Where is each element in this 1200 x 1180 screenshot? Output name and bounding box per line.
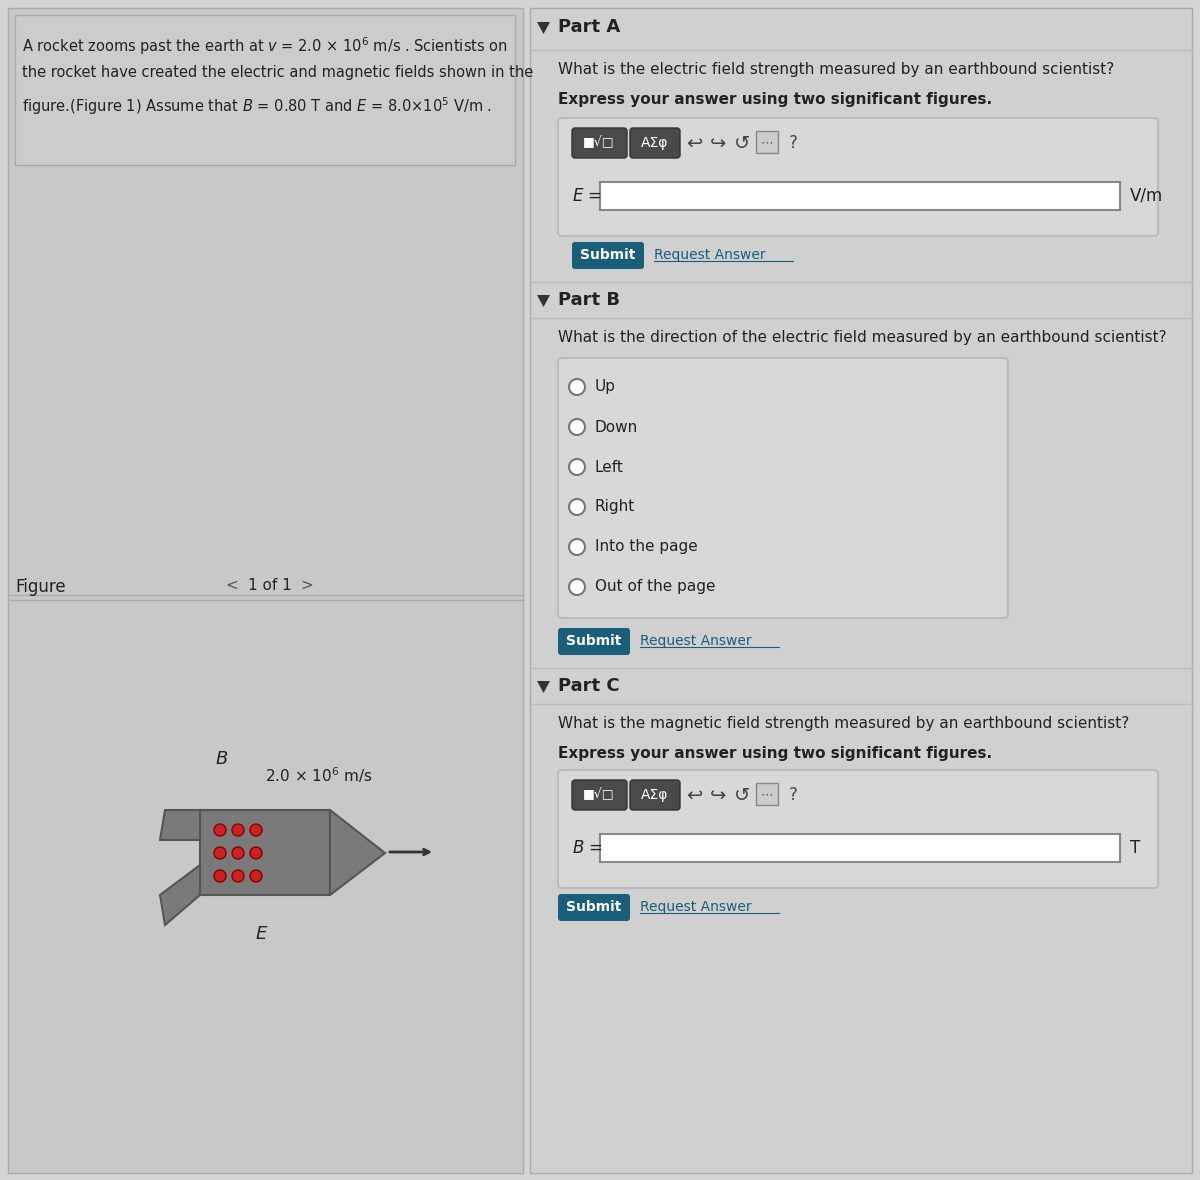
Text: <: < [226, 578, 238, 594]
Text: ΑΣφ: ΑΣφ [641, 136, 668, 150]
Text: >: > [300, 578, 313, 594]
FancyBboxPatch shape [558, 771, 1158, 889]
FancyBboxPatch shape [200, 809, 330, 894]
Text: V/m: V/m [1130, 186, 1163, 205]
Circle shape [232, 847, 244, 859]
FancyBboxPatch shape [756, 784, 778, 805]
Text: ⋯: ⋯ [761, 788, 773, 801]
Text: ↪: ↪ [710, 786, 726, 805]
Text: Express your answer using two significant figures.: Express your answer using two significan… [558, 746, 992, 761]
Text: What is the direction of the electric field measured by an earthbound scientist?: What is the direction of the electric fi… [558, 330, 1166, 345]
Text: What is the electric field strength measured by an earthbound scientist?: What is the electric field strength meas… [558, 63, 1115, 77]
Text: 2.0 × 10$^6$ m/s: 2.0 × 10$^6$ m/s [265, 765, 372, 785]
Text: Up: Up [595, 380, 616, 394]
Circle shape [250, 870, 262, 881]
Polygon shape [538, 295, 550, 307]
Text: A rocket zooms past the earth at $v$ = 2.0 × 10$^6$ m/s . Scientists on: A rocket zooms past the earth at $v$ = 2… [22, 35, 508, 57]
FancyBboxPatch shape [558, 118, 1158, 236]
FancyBboxPatch shape [572, 780, 628, 809]
FancyBboxPatch shape [8, 8, 523, 1173]
Circle shape [250, 847, 262, 859]
Circle shape [214, 870, 226, 881]
Text: ■√□: ■√□ [583, 137, 614, 150]
Text: ↺: ↺ [734, 133, 750, 152]
Text: T: T [1130, 839, 1140, 857]
Text: ↩: ↩ [686, 133, 702, 152]
Circle shape [214, 847, 226, 859]
Text: Part B: Part B [558, 291, 620, 309]
Text: ↪: ↪ [710, 133, 726, 152]
Text: Part A: Part A [558, 18, 620, 37]
Text: Right: Right [595, 499, 635, 514]
Text: 1 of 1: 1 of 1 [248, 578, 292, 594]
Polygon shape [160, 809, 200, 840]
FancyBboxPatch shape [600, 834, 1120, 863]
FancyBboxPatch shape [530, 8, 1192, 1173]
Text: the rocket have created the electric and magnetic fields shown in the: the rocket have created the electric and… [22, 65, 533, 80]
Text: Submit: Submit [566, 634, 622, 648]
Polygon shape [330, 809, 385, 894]
Text: ■√□: ■√□ [583, 788, 614, 801]
Text: $B$ =: $B$ = [572, 839, 602, 857]
Text: ΑΣφ: ΑΣφ [641, 788, 668, 802]
Text: ⋯: ⋯ [761, 137, 773, 150]
Circle shape [569, 499, 586, 514]
Text: ↺: ↺ [734, 786, 750, 805]
Text: ↩: ↩ [686, 786, 702, 805]
Text: Request Answer: Request Answer [640, 900, 751, 914]
Circle shape [569, 459, 586, 476]
Circle shape [232, 824, 244, 835]
FancyBboxPatch shape [756, 131, 778, 153]
Circle shape [232, 870, 244, 881]
Text: Submit: Submit [566, 900, 622, 914]
FancyBboxPatch shape [572, 242, 644, 269]
Text: Express your answer using two significant figures.: Express your answer using two significan… [558, 92, 992, 107]
Polygon shape [538, 22, 550, 34]
Circle shape [569, 579, 586, 595]
Text: Request Answer: Request Answer [654, 248, 766, 262]
Text: $E$ =: $E$ = [572, 186, 602, 205]
Text: What is the magnetic field strength measured by an earthbound scientist?: What is the magnetic field strength meas… [558, 716, 1129, 730]
Text: Down: Down [595, 420, 638, 434]
FancyBboxPatch shape [630, 780, 680, 809]
Circle shape [214, 824, 226, 835]
Text: ?: ? [788, 786, 798, 804]
Text: $E$: $E$ [256, 925, 269, 943]
Text: $B$: $B$ [215, 750, 228, 768]
FancyBboxPatch shape [600, 182, 1120, 210]
Text: ?: ? [788, 135, 798, 152]
Text: Part C: Part C [558, 677, 619, 695]
Text: Into the page: Into the page [595, 539, 697, 555]
FancyBboxPatch shape [558, 358, 1008, 618]
Text: Request Answer: Request Answer [640, 634, 751, 648]
Text: Out of the page: Out of the page [595, 579, 715, 595]
Polygon shape [538, 681, 550, 693]
Circle shape [569, 379, 586, 395]
FancyBboxPatch shape [572, 127, 628, 158]
Circle shape [569, 539, 586, 555]
FancyBboxPatch shape [558, 894, 630, 922]
Text: Left: Left [595, 459, 624, 474]
FancyBboxPatch shape [14, 15, 515, 165]
Circle shape [569, 419, 586, 435]
Polygon shape [160, 865, 200, 925]
Text: figure.(Figure 1) Assume that $B$ = 0.80 T and $E$ = 8.0×10$^5$ V/m .: figure.(Figure 1) Assume that $B$ = 0.80… [22, 96, 492, 117]
Text: Figure: Figure [14, 578, 66, 596]
FancyBboxPatch shape [558, 628, 630, 655]
Text: Submit: Submit [581, 248, 636, 262]
FancyBboxPatch shape [630, 127, 680, 158]
Circle shape [250, 824, 262, 835]
